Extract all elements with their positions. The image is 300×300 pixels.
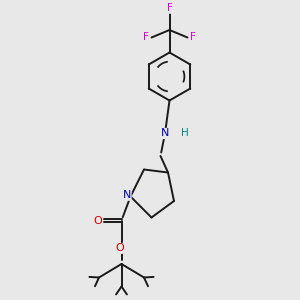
Text: N: N <box>161 128 169 139</box>
Text: H: H <box>181 128 188 139</box>
Text: O: O <box>93 215 102 226</box>
Text: F: F <box>190 32 196 43</box>
Text: N: N <box>123 190 131 200</box>
Text: F: F <box>143 32 149 43</box>
Text: O: O <box>116 243 124 254</box>
Text: F: F <box>167 3 172 13</box>
